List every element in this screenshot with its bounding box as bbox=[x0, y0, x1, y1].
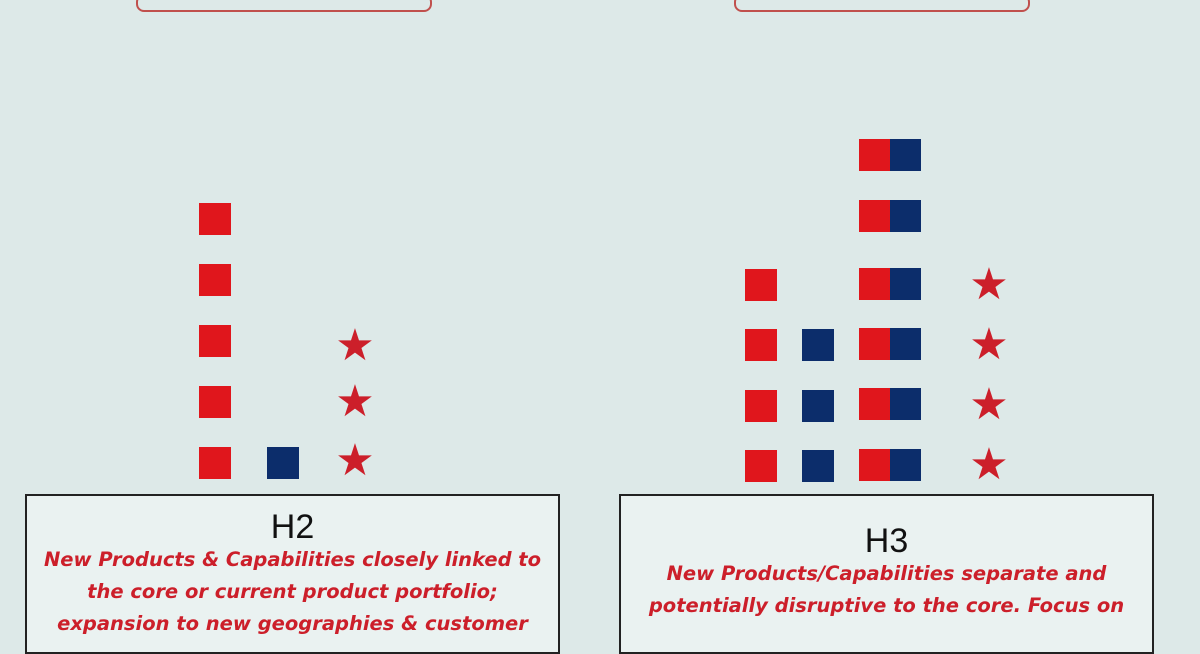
star-icon: ★ bbox=[969, 439, 1009, 490]
red-square-icon bbox=[199, 264, 231, 296]
star-icon: ★ bbox=[969, 319, 1009, 370]
red-square-icon bbox=[745, 269, 777, 301]
star-icon: ★ bbox=[335, 320, 375, 371]
blue-square-icon bbox=[802, 450, 834, 482]
h2-title: H2 bbox=[270, 508, 315, 546]
h2-top-box bbox=[136, 0, 432, 12]
h2-card: H2 New Products & Capabilities closely l… bbox=[25, 494, 560, 654]
h2-description: New Products & Capabilities closely link… bbox=[43, 548, 542, 635]
red-square-icon bbox=[199, 447, 231, 479]
split-square-icon bbox=[859, 139, 921, 171]
star-icon: ★ bbox=[969, 379, 1009, 430]
star-icon: ★ bbox=[335, 435, 375, 486]
h3-description: New Products/Capabilities separate and p… bbox=[648, 562, 1125, 617]
split-square-icon bbox=[859, 328, 921, 360]
red-square-icon bbox=[199, 203, 231, 235]
h3-card: H3 New Products/Capabilities separate an… bbox=[619, 494, 1154, 654]
split-square-icon bbox=[859, 388, 921, 420]
split-square-icon bbox=[859, 200, 921, 232]
red-square-icon bbox=[745, 329, 777, 361]
blue-square-icon bbox=[802, 390, 834, 422]
red-square-icon bbox=[745, 390, 777, 422]
split-square-icon bbox=[859, 268, 921, 300]
split-square-icon bbox=[859, 449, 921, 481]
star-icon: ★ bbox=[969, 259, 1009, 310]
h3-title: H3 bbox=[864, 522, 909, 560]
red-square-icon bbox=[745, 450, 777, 482]
red-square-icon bbox=[199, 325, 231, 357]
h3-top-box bbox=[734, 0, 1030, 12]
blue-square-icon bbox=[267, 447, 299, 479]
blue-square-icon bbox=[802, 329, 834, 361]
red-square-icon bbox=[199, 386, 231, 418]
star-icon: ★ bbox=[335, 376, 375, 427]
